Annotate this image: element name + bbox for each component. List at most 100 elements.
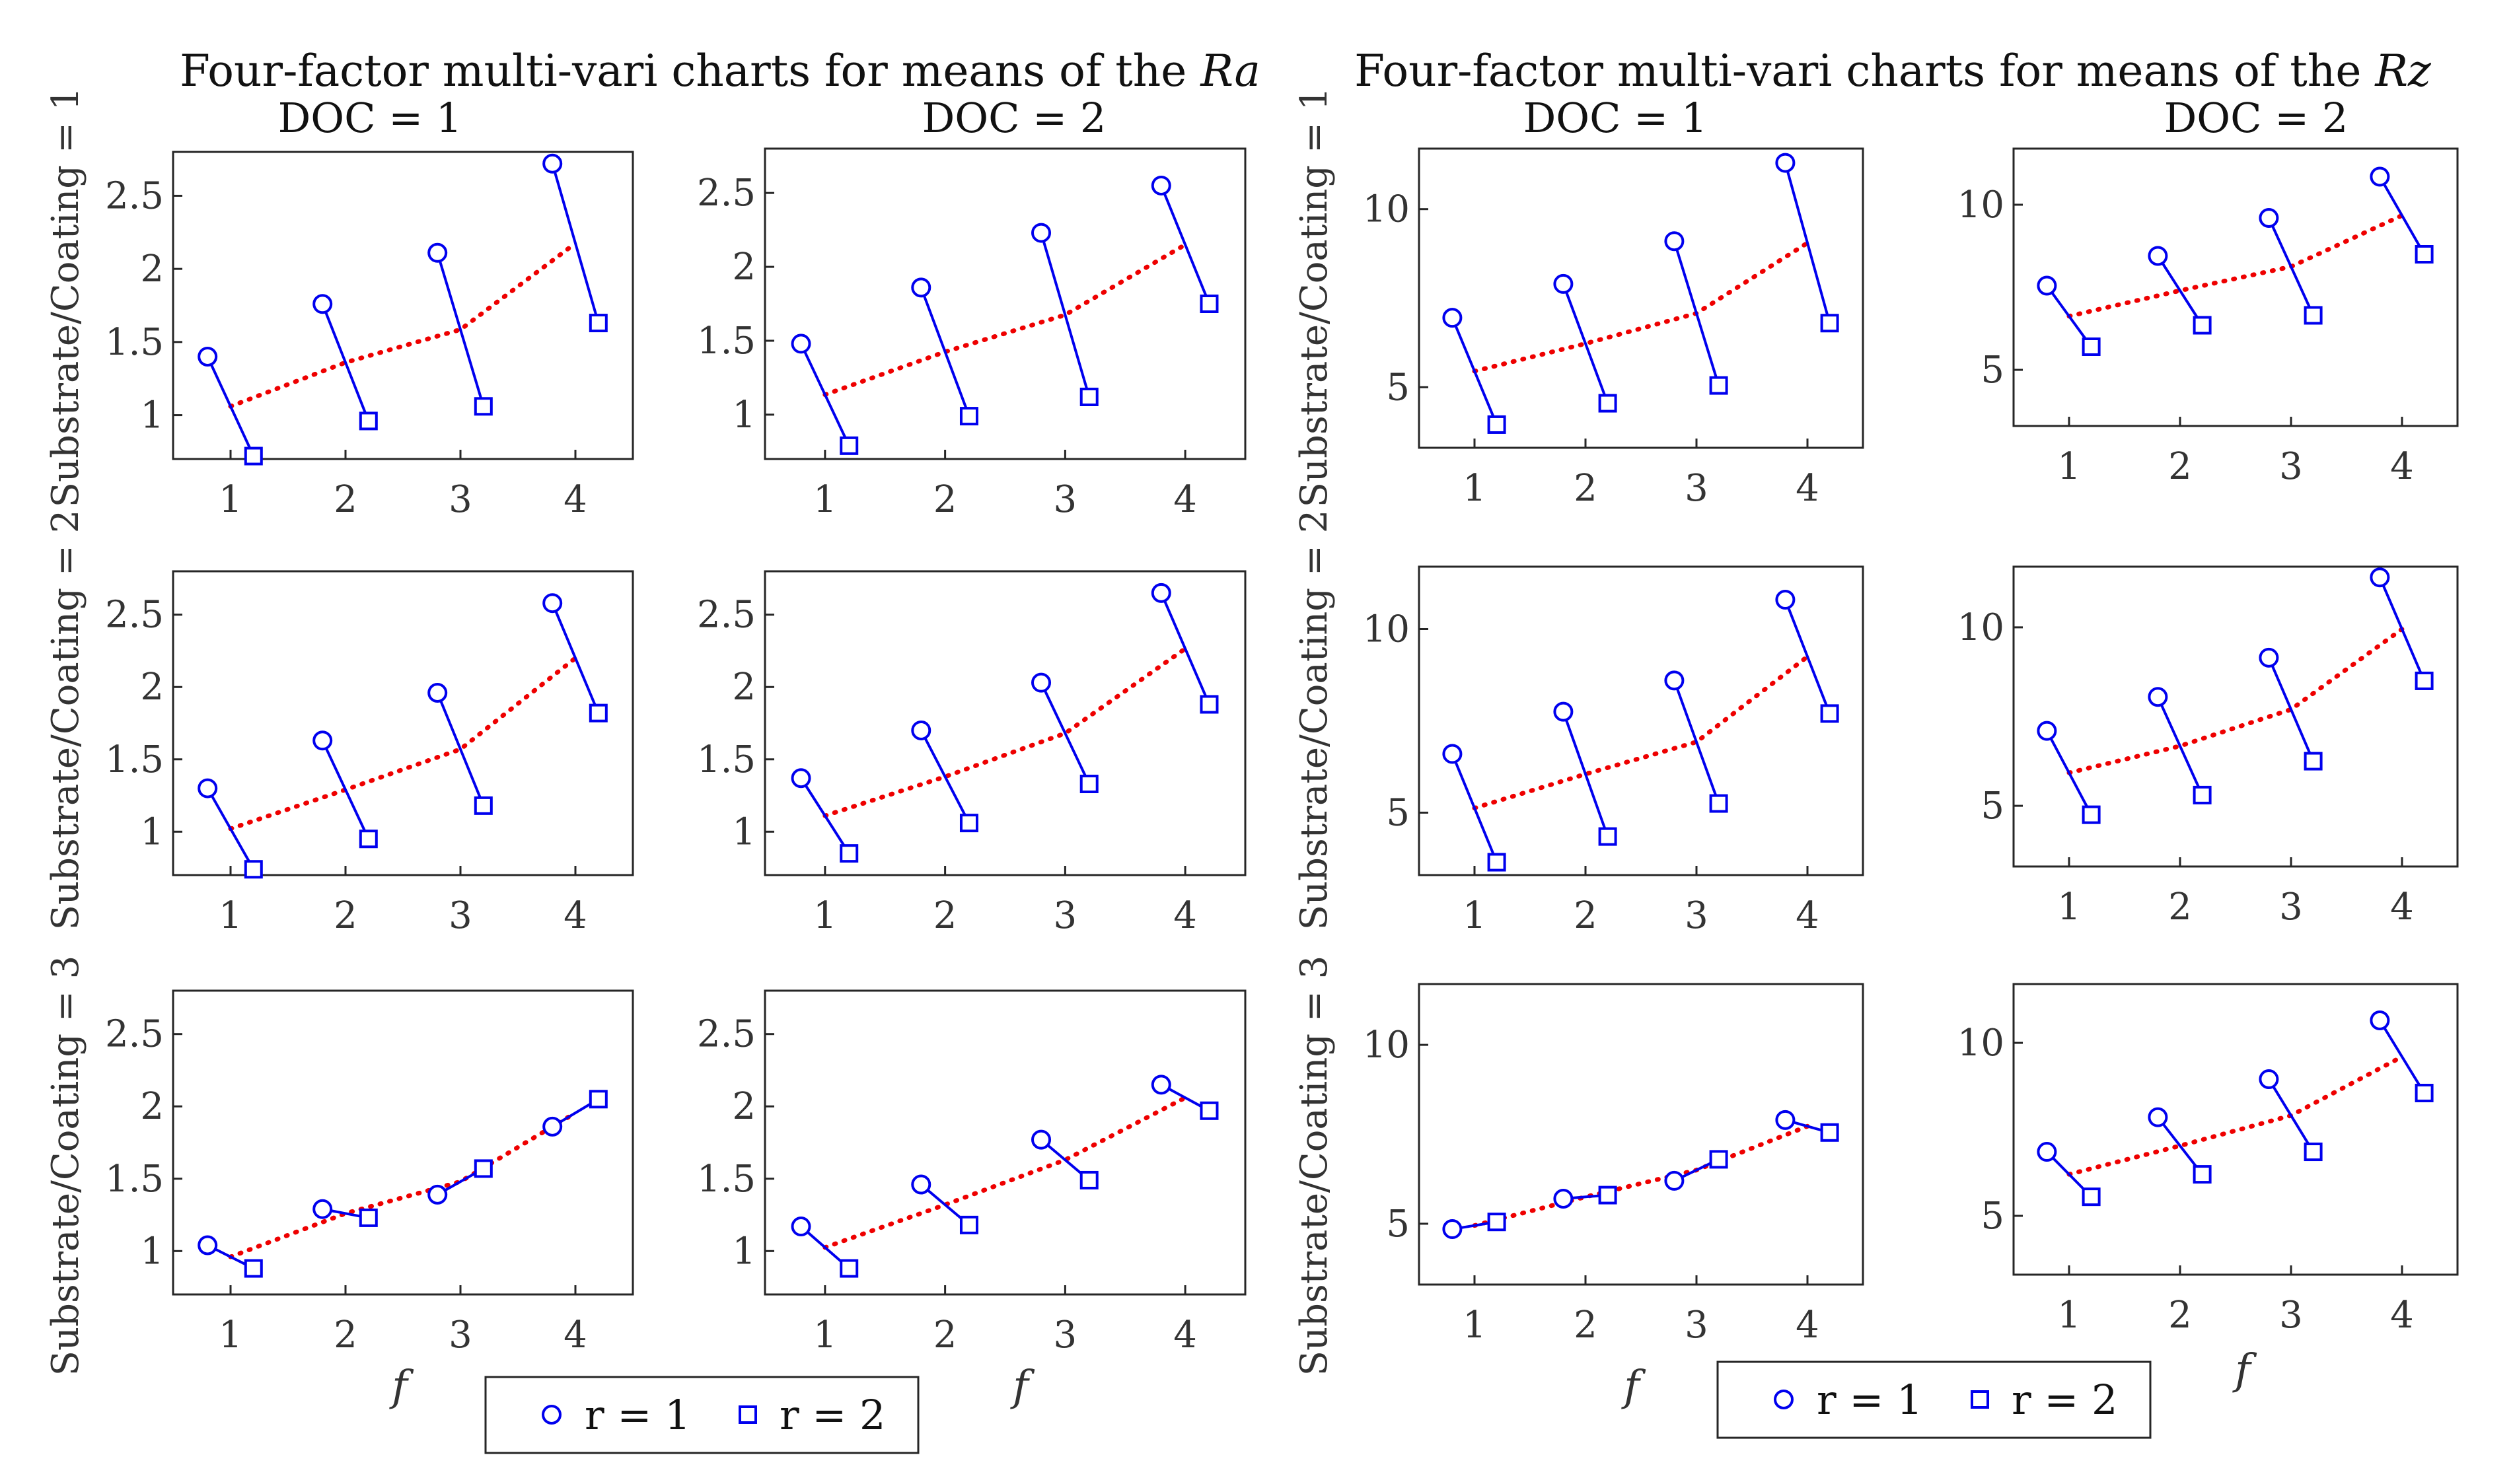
- x-tick-label: 1: [813, 894, 837, 937]
- y-tick-label: 2.5: [697, 594, 756, 637]
- r1-point: [2259, 1069, 2279, 1090]
- r2-point: [2304, 306, 2323, 325]
- r2-point: [2193, 785, 2212, 804]
- r-connector-line: [321, 303, 370, 422]
- r-connector-line: [2267, 657, 2315, 762]
- x-tick-label: 2: [334, 894, 357, 937]
- axes-box: [764, 570, 1247, 876]
- y-tick-label: 10: [1363, 608, 1410, 651]
- r1-point: [1031, 223, 1052, 243]
- r-connector-line: [1040, 682, 1091, 785]
- r1-point: [2037, 1142, 2057, 1162]
- r1-point: [1775, 1110, 1796, 1130]
- x-tick-label: 4: [564, 478, 587, 521]
- r-connector-line: [920, 287, 970, 417]
- rz-legend-r1-label: r = 1: [1817, 1376, 1922, 1424]
- r-connector-line: [321, 740, 370, 840]
- rz-col-title-doc1: DOC = 1: [1523, 94, 1708, 142]
- r1-point: [1151, 175, 1171, 195]
- ra-row-label-3: Substrate/Coating = 3: [44, 956, 87, 1376]
- y-tick-label: 2: [140, 666, 164, 709]
- x-tick-label: 4: [1173, 1314, 1197, 1357]
- r1-point: [1151, 583, 1171, 603]
- r1-point: [2259, 208, 2279, 228]
- r1-point: [2148, 1107, 2168, 1127]
- panel-ra-sc3-doc1: 1 1.5 2 2.5 1 2 3 4: [105, 989, 634, 1357]
- rz-group-title: Four-factor multi-vari charts for means …: [1354, 46, 2432, 96]
- r-connector-line: [2378, 1019, 2426, 1094]
- r2-point: [840, 436, 859, 455]
- r2-point: [1200, 295, 1219, 313]
- x-tick-label: 1: [219, 478, 242, 521]
- axes-box: [172, 151, 634, 460]
- x-tick-label: 2: [2168, 445, 2192, 488]
- r1-point: [198, 347, 218, 367]
- r2-point: [244, 860, 263, 879]
- mean-trend-line: [1472, 1123, 1810, 1228]
- ra-legend: r = 1 r = 2: [484, 1376, 920, 1454]
- r-connector-line: [1451, 317, 1498, 425]
- x-tick-label: 3: [449, 1314, 472, 1357]
- panel-rz-sc3-doc1: 5 10 1 2 3 4: [1363, 983, 1864, 1347]
- legend-square-icon: [739, 1405, 757, 1424]
- x-tick-label: 2: [933, 1314, 957, 1357]
- y-tick-label: 1.5: [697, 738, 756, 781]
- legend-circle-icon: [1774, 1390, 1794, 1409]
- r2-point: [359, 1208, 378, 1227]
- mean-trend-line: [2066, 1054, 2405, 1177]
- r1-point: [2370, 567, 2390, 588]
- y-tick-label: 1.5: [105, 321, 164, 364]
- x-tick-label: 2: [334, 478, 357, 521]
- r2-point: [474, 796, 493, 815]
- y-tick-label: 10: [1957, 1022, 2004, 1065]
- ra-col-title-doc1: DOC = 1: [278, 94, 462, 142]
- y-tick-label: 1: [140, 1230, 164, 1273]
- y-tick-label: 5: [1981, 1195, 2004, 1238]
- legend-circle-icon: [542, 1405, 562, 1425]
- r-connector-line: [799, 777, 850, 855]
- ra-legend-box: [484, 1376, 920, 1454]
- y-tick-label: 1.5: [697, 320, 756, 363]
- y-tick-label: 5: [1386, 366, 1410, 409]
- x-tick-label: 4: [2390, 1294, 2414, 1337]
- r2-point: [1079, 1170, 1099, 1189]
- rz-row-label-2: Substrate/Coating = 2: [1293, 510, 1336, 931]
- r1-point: [1553, 273, 1574, 294]
- y-tick-label: 1.5: [697, 1158, 756, 1201]
- r-connector-line: [2045, 285, 2093, 348]
- x-tick-label: 3: [449, 478, 472, 521]
- panel-rz-sc3-doc2: 5 10 1 2 3 4: [1957, 983, 2459, 1337]
- r1-point: [2370, 1010, 2390, 1030]
- ra-group-title: Four-factor multi-vari charts for means …: [180, 46, 1260, 96]
- panel-ra-sc3-doc2: 1 1.5 2 2.5 1 2 3 4: [697, 989, 1247, 1357]
- r-connector-line: [920, 730, 970, 824]
- ra-legend-r1-label: r = 1: [585, 1391, 690, 1439]
- x-tick-label: 4: [1796, 894, 1819, 937]
- r-connector-line: [1562, 711, 1609, 837]
- y-tick-label: 2.5: [105, 1013, 164, 1056]
- y-tick-label: 5: [1981, 349, 2004, 392]
- r-connector-line: [1784, 599, 1831, 715]
- r2-point: [589, 1090, 608, 1109]
- r2-point: [1709, 794, 1728, 813]
- ra-xlabel-doc1: f: [389, 1362, 414, 1411]
- x-tick-label: 1: [2057, 1294, 2081, 1337]
- r2-point: [2082, 805, 2101, 824]
- r1-point: [1031, 672, 1052, 693]
- r2-point: [1487, 853, 1506, 872]
- y-tick-label: 1: [140, 394, 164, 437]
- y-tick-label: 10: [1957, 184, 2004, 227]
- r2-point: [2082, 1187, 2101, 1207]
- rz-row-label-3: Substrate/Coating = 3: [1293, 956, 1336, 1376]
- ra-row-label-1: Substrate/Coating = 1: [44, 87, 87, 508]
- r2-point: [959, 1215, 978, 1234]
- r-connector-line: [2156, 255, 2204, 326]
- mean-trend-line: [822, 646, 1188, 818]
- x-tick-label: 3: [1685, 467, 1708, 510]
- r2-point: [589, 703, 608, 723]
- r1-point: [198, 778, 218, 798]
- r2-point: [359, 830, 378, 849]
- r1-point: [2370, 166, 2390, 187]
- r1-point: [1031, 1129, 1052, 1150]
